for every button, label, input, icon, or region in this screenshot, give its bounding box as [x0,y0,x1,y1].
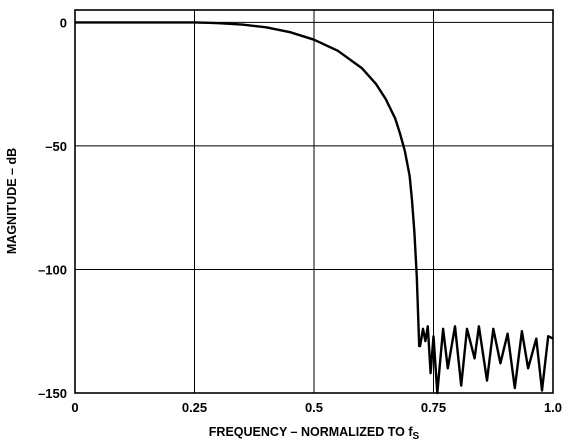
y-tick-label: –150 [38,386,67,401]
series-line [75,21,554,395]
x-tick-label: 0.75 [421,400,446,415]
x-axis-label: FREQUENCY – NORMALIZED TO fS [209,425,420,442]
y-tick-label: –50 [45,139,67,154]
x-tick-label: 0.5 [305,400,323,415]
y-tick-labels: 0 –50 –100 –150 [38,15,67,401]
x-tick-labels: 0 0.25 0.5 0.75 1.0 [71,400,562,415]
y-tick-label: –100 [38,262,67,277]
x-tick-label: 0 [71,400,78,415]
y-tick-label: 0 [60,15,67,30]
x-tick-label: 0.25 [182,400,207,415]
x-tick-label: 1.0 [544,400,562,415]
plot-frame [74,9,554,394]
y-axis-label: MAGNITUDE – dB [5,148,19,254]
